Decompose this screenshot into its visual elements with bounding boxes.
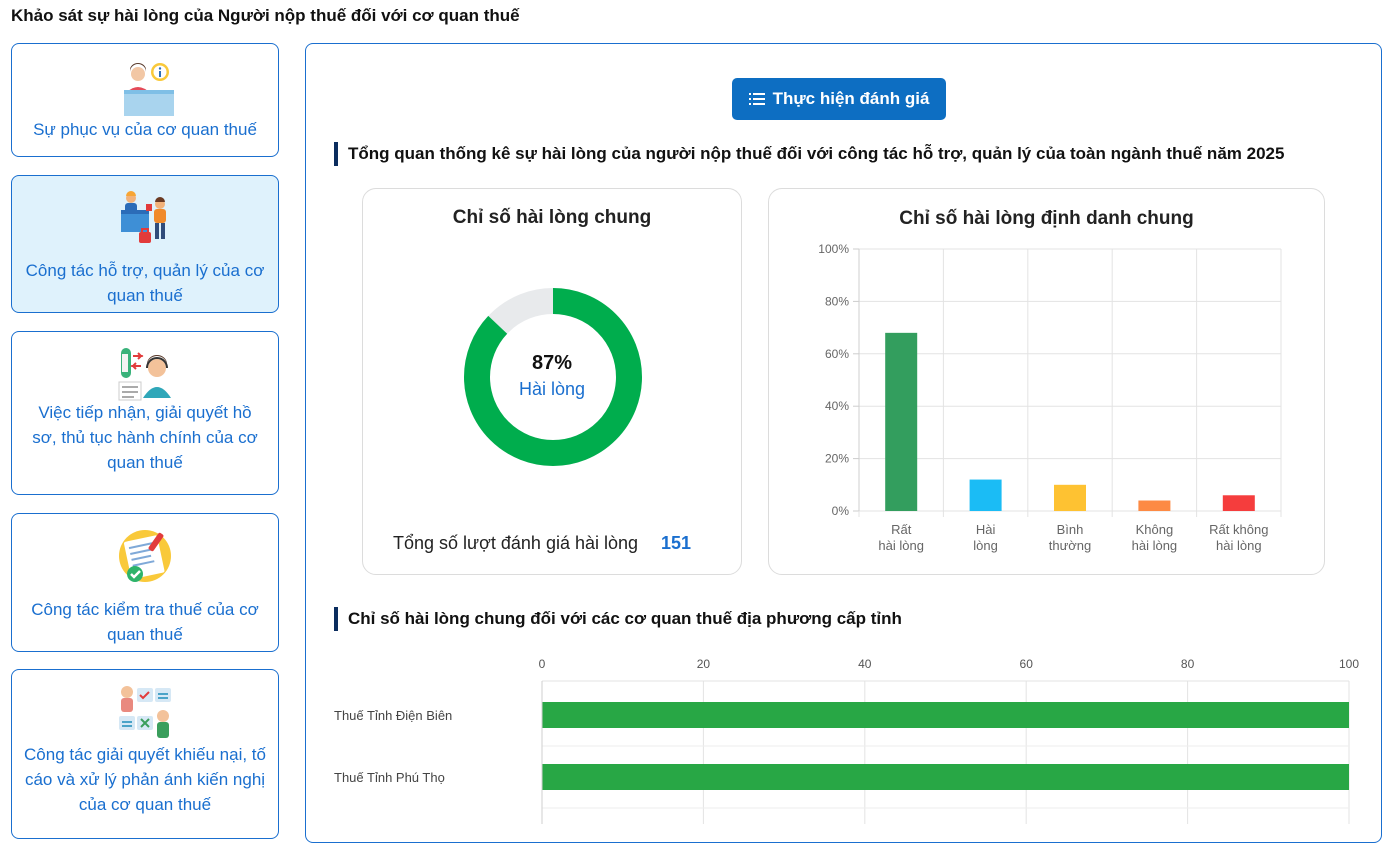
sidebar-item-service[interactable]: Sự phục vụ của cơ quan thuế (11, 43, 279, 157)
sidebar-item-label: Công tác giải quyết khiếu nại, tố cáo và… (24, 745, 266, 814)
x-tick-label: 100 (1339, 657, 1359, 671)
sidebar-item-inspection[interactable]: Công tác kiểm tra thuế của cơ quan thuế (11, 513, 279, 652)
bar (1138, 500, 1171, 511)
list-icon (748, 93, 765, 105)
y-tick-label: 20% (825, 452, 849, 466)
bar (1054, 484, 1086, 511)
sidebar-item-label: Việc tiếp nhận, giải quyết hồ sơ, thủ tụ… (32, 403, 258, 472)
donut-arc-satisfied (464, 288, 642, 466)
category-label: Thuế Tỉnh Phú Thọ (334, 770, 445, 785)
overview-section-title: Tổng quan thống kê sự hài lòng của người… (334, 142, 1284, 166)
x-tick-label: Rất không (1209, 522, 1268, 537)
donut-percent: 87% (531, 352, 573, 374)
y-tick-label: 0% (832, 504, 850, 518)
donut-chart (464, 288, 642, 466)
evaluate-button[interactable]: Thực hiện đánh giá (732, 78, 946, 120)
x-tick-label: Không (1136, 522, 1174, 537)
total-ratings-value: 151 (661, 533, 692, 553)
x-tick-label: hài lòng (878, 538, 924, 553)
x-tick-label: 60 (1020, 657, 1034, 671)
x-tick-label: Hài (976, 522, 996, 537)
x-tick-label: Bình (1057, 522, 1084, 537)
bar (885, 332, 918, 511)
total-ratings-label: Tổng số lượt đánh giá hài lòng (393, 533, 639, 553)
x-tick-label: hài lòng (1132, 538, 1178, 553)
page-title: Khảo sát sự hài lòng của Người nộp thuế … (11, 6, 520, 25)
sidebar-item-label: Công tác hỗ trợ, quản lý của cơ quan thu… (25, 261, 265, 305)
service-desk-icon (124, 63, 174, 116)
sidebar-item-support[interactable]: Công tác hỗ trợ, quản lý của cơ quan thu… (11, 175, 279, 313)
donut-panel-title: Chỉ số hài lòng chung (452, 207, 652, 228)
overall-satisfaction-panel: Chỉ số hài lòng chung 87% Hài lòng Tổng … (362, 188, 742, 575)
complaint-icon (119, 686, 171, 738)
y-tick-label: 40% (825, 399, 849, 413)
evaluate-button-label: Thực hiện đánh giá (772, 89, 930, 108)
x-tick-label: Rất (891, 522, 912, 537)
province-section-title: Chỉ số hài lòng chung đối với các cơ qua… (334, 607, 902, 631)
sidebar-item-label: Công tác kiểm tra thuế của cơ quan thuế (31, 600, 259, 644)
bar (969, 479, 1002, 511)
call-center-icon (118, 348, 171, 401)
main-panel: Thực hiện đánh giá Tổng quan thống kê sự… (305, 43, 1382, 843)
bar (542, 702, 1349, 728)
y-tick-label: 60% (825, 347, 849, 361)
province-bar-chart: 0 20 40 60 80 100 Thuế Tỉnh Điện Biên Thuế Tỉnh… (334, 657, 1359, 824)
bar-panel-title: Chỉ số hài lòng định danh chung (899, 208, 1194, 229)
category-label: Thuế Tỉnh Điện Biên (334, 708, 452, 723)
bar (1222, 495, 1255, 511)
support-desk-icon (121, 191, 166, 243)
x-tick-label: lòng (973, 538, 998, 553)
donut-status: Hài lòng (518, 379, 586, 399)
sidebar-item-label: Sự phục vụ của cơ quan thuế (33, 120, 257, 139)
y-tick-label: 80% (825, 294, 849, 308)
x-tick-label: 80 (1181, 657, 1195, 671)
x-tick-label: 20 (697, 657, 711, 671)
bar (542, 764, 1349, 790)
checklist-icon (119, 530, 171, 582)
x-tick-label: thường (1049, 538, 1092, 553)
y-tick-label: 100% (818, 242, 849, 256)
x-tick-label: 0 (539, 657, 546, 671)
x-tick-label: 40 (858, 657, 872, 671)
x-tick-label: hài lòng (1216, 538, 1262, 553)
sidebar-item-records[interactable]: Việc tiếp nhận, giải quyết hồ sơ, thủ tụ… (11, 331, 279, 495)
sidebar-item-complaints[interactable]: Công tác giải quyết khiếu nại, tố cáo và… (11, 669, 279, 839)
identified-satisfaction-panel: Chỉ số hài lòng định danh chung 0% 20% 40%… (768, 188, 1325, 575)
